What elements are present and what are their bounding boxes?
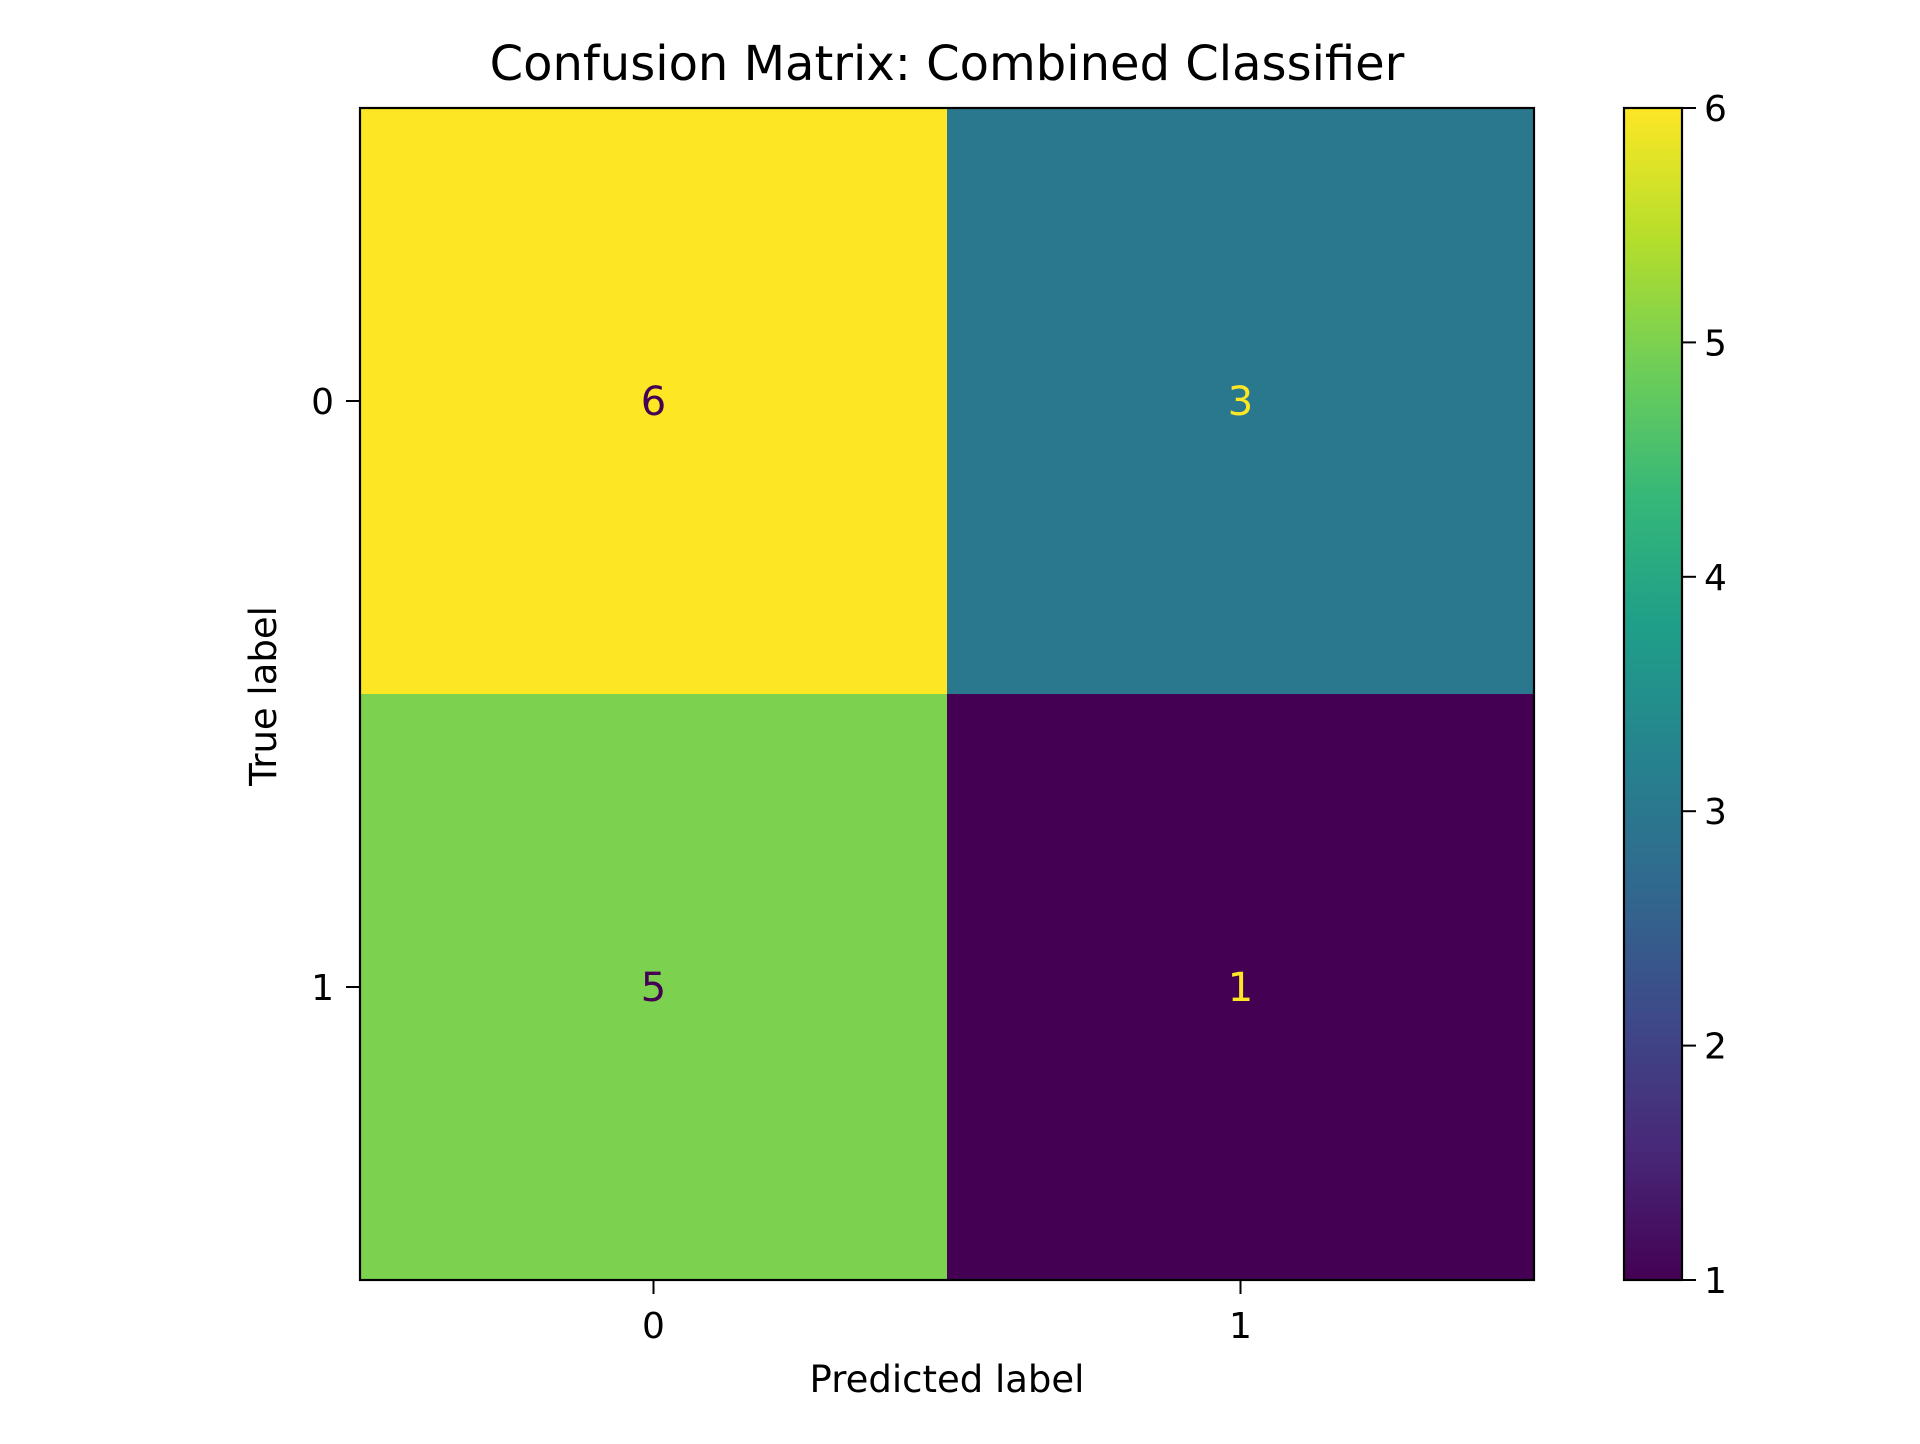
colorbar-tick-label-2: 3 <box>1704 792 1727 833</box>
colorbar-tick-label-1: 2 <box>1704 1027 1727 1068</box>
cell-value-0-0: 6 <box>641 379 666 425</box>
y-tick-label-1: 1 <box>311 968 334 1009</box>
colorbar-tick-label-3: 4 <box>1704 558 1727 599</box>
cell-value-1-0: 5 <box>641 965 666 1011</box>
x-tick-label-0: 0 <box>642 1306 665 1347</box>
colorbar: 1 2 3 4 5 6 <box>1624 89 1727 1302</box>
y-tick-label-0: 0 <box>311 382 334 423</box>
colorbar-tick-label-5: 6 <box>1704 89 1727 130</box>
x-axis-label: Predicted label <box>810 1358 1085 1401</box>
y-axis-label: True label <box>242 606 285 787</box>
colorbar-tick-label-0: 1 <box>1704 1261 1727 1302</box>
chart-title: Confusion Matrix: Combined Classifier <box>490 36 1405 92</box>
cell-value-1-1: 1 <box>1228 965 1253 1011</box>
y-axis: 01 <box>311 382 360 1009</box>
cell-value-0-1: 3 <box>1228 379 1253 425</box>
heatmap-cells: 6 3 5 1 <box>360 108 1535 1281</box>
colorbar-gradient <box>1624 108 1682 1280</box>
colorbar-tick-label-4: 5 <box>1704 323 1727 364</box>
x-tick-label-1: 1 <box>1229 1306 1252 1347</box>
